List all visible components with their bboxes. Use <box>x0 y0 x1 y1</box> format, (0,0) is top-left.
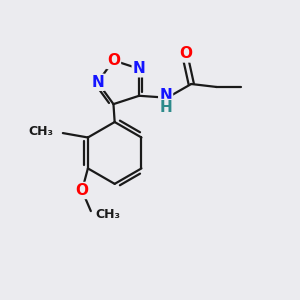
Text: O: O <box>179 46 193 62</box>
Text: N: N <box>91 75 104 90</box>
Text: CH₃: CH₃ <box>95 208 120 220</box>
Text: N: N <box>159 88 172 103</box>
Text: O: O <box>76 183 88 198</box>
Text: O: O <box>107 53 120 68</box>
Text: CH₃: CH₃ <box>28 125 53 138</box>
Text: H: H <box>159 100 172 115</box>
Text: N: N <box>133 61 146 76</box>
